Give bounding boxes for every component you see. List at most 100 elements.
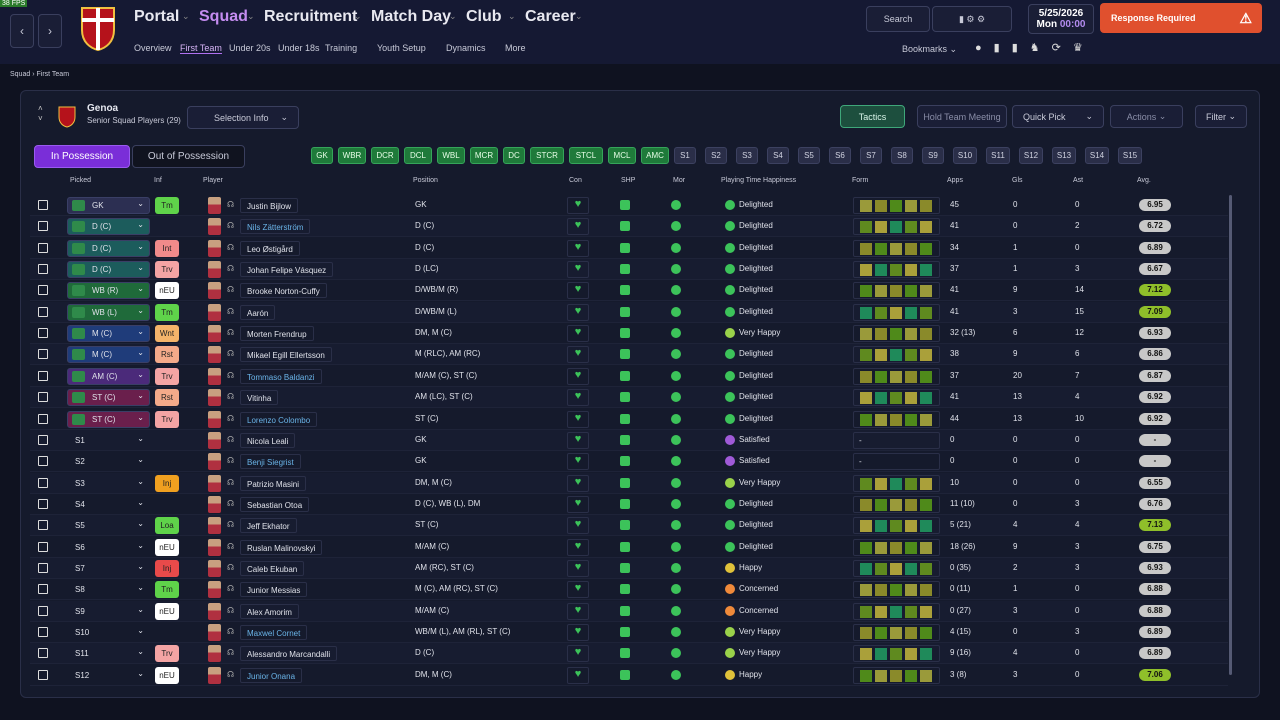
slot-chip[interactable]: S2 (705, 147, 727, 164)
player-name[interactable]: Justin Bijlow (240, 198, 299, 213)
picked-select[interactable]: D (C) ⌄ (67, 218, 150, 236)
slot-chip[interactable]: S6 (829, 147, 851, 164)
picked-select[interactable]: S5 ⌄ (67, 517, 150, 534)
tab[interactable]: Out of Possession (132, 145, 245, 168)
tool-buttons[interactable]: ▮ ⚙ ⚙ (932, 6, 1012, 32)
subnav-item[interactable]: Training (325, 43, 358, 53)
player-name[interactable]: Mikael Egill Ellertsson (240, 347, 332, 363)
table-row[interactable] (30, 451, 1228, 473)
checkbox[interactable] (38, 370, 48, 381)
subnav-item[interactable]: Under 20s (229, 43, 271, 53)
nav-item[interactable]: Squad (199, 8, 248, 25)
player-name[interactable]: Nils Zätterström (240, 219, 311, 235)
player-name[interactable]: Brooke Norton-Cuffy (240, 283, 327, 299)
slot-chip[interactable]: S9 (922, 147, 944, 164)
checkbox[interactable] (38, 669, 48, 680)
checkbox[interactable] (38, 541, 48, 552)
picked-select[interactable]: ST (C) ⌄ (67, 410, 150, 428)
checkbox[interactable] (38, 264, 48, 275)
player-name[interactable]: Lorenzo Colombo (240, 411, 318, 427)
picked-select[interactable]: ST (C) ⌄ (67, 389, 150, 407)
subnav-item[interactable]: More (505, 43, 526, 53)
player-name[interactable]: Tommaso Baldanzi (240, 368, 322, 384)
bookmarks[interactable]: Bookmarks ⌄ (902, 44, 958, 54)
table-row[interactable] (30, 366, 1228, 387)
picked-select[interactable]: S6 ⌄ (67, 539, 150, 556)
slot-chip[interactable]: S3 (736, 147, 758, 164)
player-name[interactable]: Sebastian Otoa (240, 496, 310, 512)
nav-item[interactable]: Club (466, 8, 502, 25)
table-row[interactable] (30, 323, 1228, 345)
slot-chip[interactable]: AMC (641, 147, 669, 164)
checkbox[interactable] (38, 520, 48, 531)
player-name[interactable]: Junior Onana (240, 667, 303, 683)
player-name[interactable]: Jeff Ekhator (240, 518, 297, 534)
checkbox[interactable] (38, 477, 48, 488)
alert-button[interactable]: Response Required ⚠ (1100, 3, 1262, 33)
column-header[interactable]: Form (852, 177, 869, 184)
slot-chip[interactable]: STCL (569, 147, 603, 164)
checkbox[interactable] (38, 648, 48, 659)
slot-chip[interactable]: S15 (1118, 147, 1142, 164)
player-name[interactable]: Benji Siegrist (240, 454, 301, 470)
subnav-item[interactable]: Dynamics (446, 43, 486, 53)
slot-chip[interactable]: S13 (1052, 147, 1076, 164)
nav-item[interactable]: Career (525, 8, 576, 25)
picked-select[interactable]: WB (R) ⌄ (67, 282, 150, 300)
column-header[interactable]: Mor (673, 177, 686, 184)
player-name[interactable]: Ruslan Malinovskyi (240, 539, 323, 555)
slot-chip[interactable]: GK (311, 147, 333, 164)
subnav-item[interactable]: Overview (134, 43, 172, 53)
column-header[interactable]: Picked (70, 177, 92, 184)
checkbox[interactable] (38, 498, 48, 509)
slot-chip[interactable]: STCR (530, 147, 564, 164)
slot-chip[interactable]: DC (503, 147, 525, 164)
nav-item[interactable]: Portal (134, 8, 180, 25)
player-name[interactable]: Alex Amorim (240, 603, 299, 619)
tab-active[interactable]: In Possession (34, 145, 130, 168)
nav-item[interactable]: Match Day (371, 8, 452, 25)
slot-chip[interactable]: WBR (338, 147, 366, 164)
checkbox[interactable] (38, 456, 48, 467)
checkbox[interactable] (38, 627, 48, 637)
checkbox[interactable] (38, 306, 48, 317)
player-name[interactable]: Nicola Leali (240, 432, 296, 448)
picked-select[interactable]: D (C) ⌄ (67, 261, 150, 279)
player-name[interactable]: Aarón (240, 304, 276, 320)
slot-chip[interactable]: S5 (798, 147, 820, 164)
search-button[interactable]: Search (866, 6, 930, 32)
table-row[interactable] (30, 494, 1228, 515)
checkbox[interactable] (38, 349, 48, 360)
actions-button[interactable]: Actions ⌄ (1110, 105, 1183, 128)
picked-select[interactable]: S12 ⌄ (67, 667, 150, 684)
table-row[interactable] (30, 280, 1228, 302)
table-row[interactable] (30, 537, 1228, 558)
player-name[interactable]: Junior Messias (240, 582, 308, 598)
table-row[interactable] (30, 622, 1228, 643)
scrollbar[interactable] (1229, 195, 1232, 675)
picked-select[interactable]: WB (L) ⌄ (67, 303, 150, 321)
checkbox[interactable] (38, 242, 48, 253)
checkbox[interactable] (38, 562, 48, 573)
table-row[interactable] (30, 409, 1228, 430)
slot-chip[interactable]: S11 (986, 147, 1010, 164)
slot-chip[interactable]: S10 (953, 147, 977, 164)
slot-chip[interactable]: S4 (767, 147, 789, 164)
column-header[interactable]: Playing Time Happiness (721, 177, 797, 184)
picked-select[interactable]: S11 ⌄ (67, 645, 150, 662)
tactics-button[interactable]: Tactics (840, 105, 905, 128)
slot-chip[interactable]: S14 (1085, 147, 1109, 164)
checkbox[interactable] (38, 221, 48, 232)
picked-select[interactable]: M (C) ⌄ (67, 325, 150, 343)
player-name[interactable]: Patrizio Masini (240, 475, 307, 491)
slot-chip[interactable]: S12 (1019, 147, 1043, 164)
picked-select[interactable]: D (C) ⌄ (67, 239, 150, 257)
quick-pick-button[interactable]: Quick Pick ⌄ (1012, 105, 1104, 128)
table-row[interactable] (30, 238, 1228, 259)
picked-select[interactable]: S1 ⌄ (67, 432, 150, 449)
picked-select[interactable]: S10 ⌄ (67, 624, 150, 641)
player-name[interactable]: Maxwel Cornet (240, 625, 308, 640)
table-row[interactable] (30, 579, 1228, 601)
picked-select[interactable]: S9 ⌄ (67, 603, 150, 620)
column-header[interactable]: Avg. (1137, 177, 1151, 184)
